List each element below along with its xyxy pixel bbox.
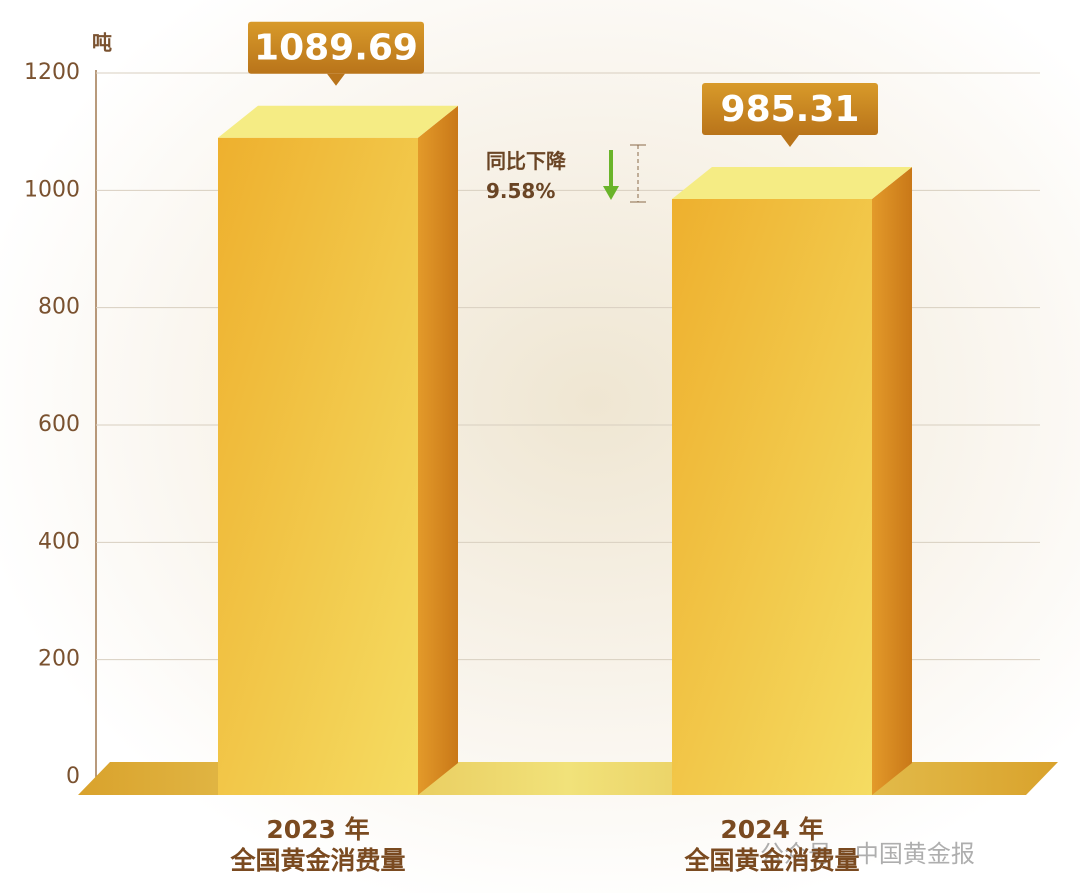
- bar-side: [418, 105, 458, 795]
- value-label: 985.31: [721, 89, 860, 130]
- down-arrow-head: [603, 186, 619, 200]
- value-tag: [702, 82, 878, 135]
- y-tick-label: 400: [38, 529, 80, 554]
- y-tick-label: 800: [38, 295, 80, 320]
- x-tick-label: 2023 年 全国黄金消费量: [230, 815, 406, 875]
- y-tick-label: 1000: [24, 177, 80, 202]
- bar-side: [872, 166, 912, 795]
- bar-front: [218, 137, 418, 795]
- watermark: 公众号 · 中国黄金报: [760, 840, 975, 868]
- value-label: 1089.69: [254, 28, 418, 69]
- y-tick-label: 1200: [24, 60, 80, 85]
- value-tag-pointer: [781, 134, 799, 147]
- y-tick-label: 0: [66, 764, 80, 789]
- y-tick-label: 200: [38, 647, 80, 672]
- bar: [672, 166, 912, 795]
- bar: [218, 105, 458, 795]
- bar-front: [672, 198, 872, 795]
- annotation: 同比下降 9.58%: [486, 149, 566, 203]
- y-unit: 吨: [92, 31, 112, 55]
- value-tag: [248, 21, 424, 74]
- y-tick-label: 600: [38, 412, 80, 437]
- bar-top: [218, 105, 458, 138]
- x-tick-label: 2024 年 全国黄金消费量: [684, 815, 860, 875]
- bar-top: [672, 166, 912, 199]
- value-tag-pointer: [327, 73, 345, 86]
